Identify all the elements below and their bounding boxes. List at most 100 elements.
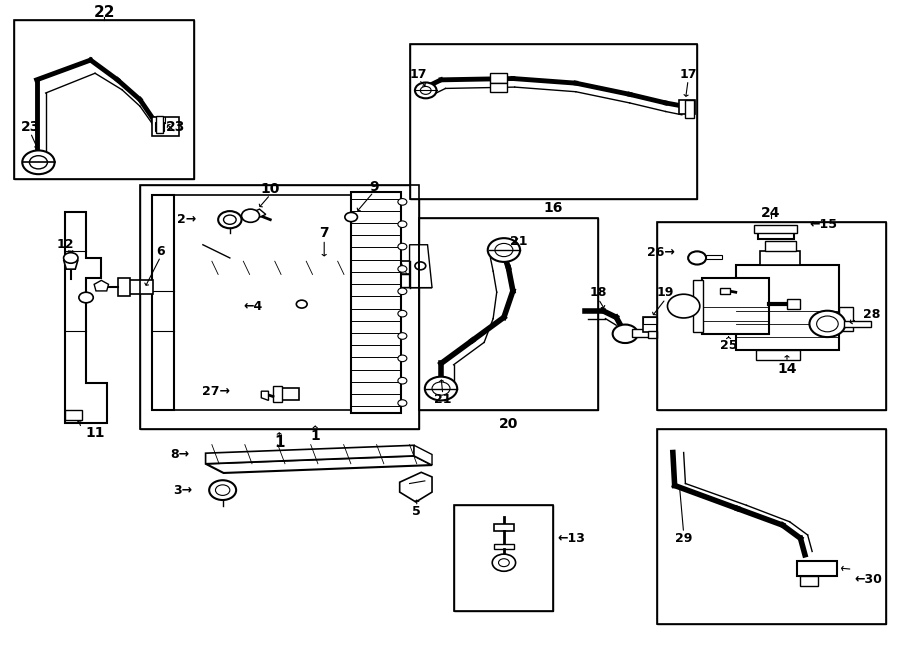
Circle shape xyxy=(223,215,236,224)
Bar xyxy=(156,122,164,132)
Circle shape xyxy=(398,243,407,250)
Text: 11: 11 xyxy=(86,426,104,440)
Bar xyxy=(764,241,796,251)
Circle shape xyxy=(398,355,407,362)
Text: 9: 9 xyxy=(369,180,378,194)
Bar xyxy=(693,280,704,332)
Circle shape xyxy=(415,262,426,270)
Circle shape xyxy=(432,382,450,395)
Text: 18: 18 xyxy=(590,286,607,299)
Circle shape xyxy=(218,211,241,228)
Bar xyxy=(736,264,839,350)
Circle shape xyxy=(398,332,407,339)
Bar xyxy=(686,100,695,118)
Circle shape xyxy=(398,198,407,205)
Circle shape xyxy=(499,559,509,566)
Text: 6: 6 xyxy=(157,245,165,258)
Bar xyxy=(152,195,174,410)
Circle shape xyxy=(398,288,407,295)
Polygon shape xyxy=(205,446,414,464)
Text: 28: 28 xyxy=(863,307,881,321)
Circle shape xyxy=(398,377,407,384)
Circle shape xyxy=(415,83,436,98)
Circle shape xyxy=(398,266,407,272)
Text: 20: 20 xyxy=(499,417,518,431)
Bar xyxy=(418,218,598,410)
Bar xyxy=(418,218,598,410)
Text: 8→: 8→ xyxy=(170,448,189,461)
Text: 17: 17 xyxy=(680,68,697,81)
Text: 21: 21 xyxy=(434,393,452,407)
Circle shape xyxy=(398,221,407,227)
Circle shape xyxy=(79,292,94,303)
Text: 26→: 26→ xyxy=(647,246,675,259)
Bar xyxy=(657,430,886,624)
Text: 25: 25 xyxy=(720,339,737,352)
Bar xyxy=(494,544,514,549)
Bar xyxy=(140,185,418,430)
Bar xyxy=(843,321,870,327)
Bar xyxy=(454,505,554,611)
Text: 5: 5 xyxy=(412,506,421,518)
Polygon shape xyxy=(306,208,378,228)
Text: 24: 24 xyxy=(761,206,780,220)
Polygon shape xyxy=(410,245,432,288)
Circle shape xyxy=(22,151,55,174)
Polygon shape xyxy=(205,456,432,473)
Circle shape xyxy=(613,325,638,343)
Polygon shape xyxy=(94,280,109,291)
Polygon shape xyxy=(400,473,432,502)
Bar xyxy=(720,288,731,294)
Polygon shape xyxy=(202,261,410,274)
Bar xyxy=(702,278,769,334)
Text: 12: 12 xyxy=(57,238,74,251)
Circle shape xyxy=(425,377,457,401)
Bar xyxy=(129,280,154,294)
Bar xyxy=(796,561,837,576)
Bar xyxy=(491,73,507,83)
Polygon shape xyxy=(333,228,369,239)
Text: 21: 21 xyxy=(510,235,528,248)
Text: 23: 23 xyxy=(166,120,185,134)
Text: 1: 1 xyxy=(274,435,284,450)
Circle shape xyxy=(209,481,236,500)
Bar xyxy=(758,227,794,239)
Bar xyxy=(14,20,194,178)
Bar xyxy=(706,255,723,259)
Text: 16: 16 xyxy=(544,202,563,215)
Polygon shape xyxy=(66,410,82,420)
Text: ←15: ←15 xyxy=(809,219,837,231)
Bar xyxy=(657,221,886,410)
Text: 3→: 3→ xyxy=(173,484,192,496)
Circle shape xyxy=(345,212,357,221)
Bar xyxy=(633,329,651,337)
Bar xyxy=(14,20,194,178)
Text: 1: 1 xyxy=(310,429,320,443)
Polygon shape xyxy=(66,212,107,423)
Bar xyxy=(491,83,507,92)
Text: ←30: ←30 xyxy=(854,573,882,586)
Circle shape xyxy=(492,554,516,571)
Text: ←13: ←13 xyxy=(558,532,586,545)
Bar xyxy=(157,116,163,133)
Text: 17: 17 xyxy=(410,68,427,81)
Text: 23: 23 xyxy=(21,120,40,134)
Bar xyxy=(351,192,400,413)
Bar xyxy=(410,44,698,198)
Circle shape xyxy=(495,243,513,256)
Bar xyxy=(839,307,852,330)
Polygon shape xyxy=(261,391,268,401)
Circle shape xyxy=(215,485,230,495)
Circle shape xyxy=(809,311,845,337)
Text: 10: 10 xyxy=(261,182,280,196)
Polygon shape xyxy=(250,209,266,218)
Text: 29: 29 xyxy=(675,532,692,545)
Bar xyxy=(118,278,130,295)
Polygon shape xyxy=(64,260,78,269)
Polygon shape xyxy=(284,294,320,321)
Circle shape xyxy=(398,311,407,317)
Bar xyxy=(454,505,554,611)
Bar xyxy=(680,100,696,114)
Bar xyxy=(787,299,800,309)
Circle shape xyxy=(688,251,706,264)
